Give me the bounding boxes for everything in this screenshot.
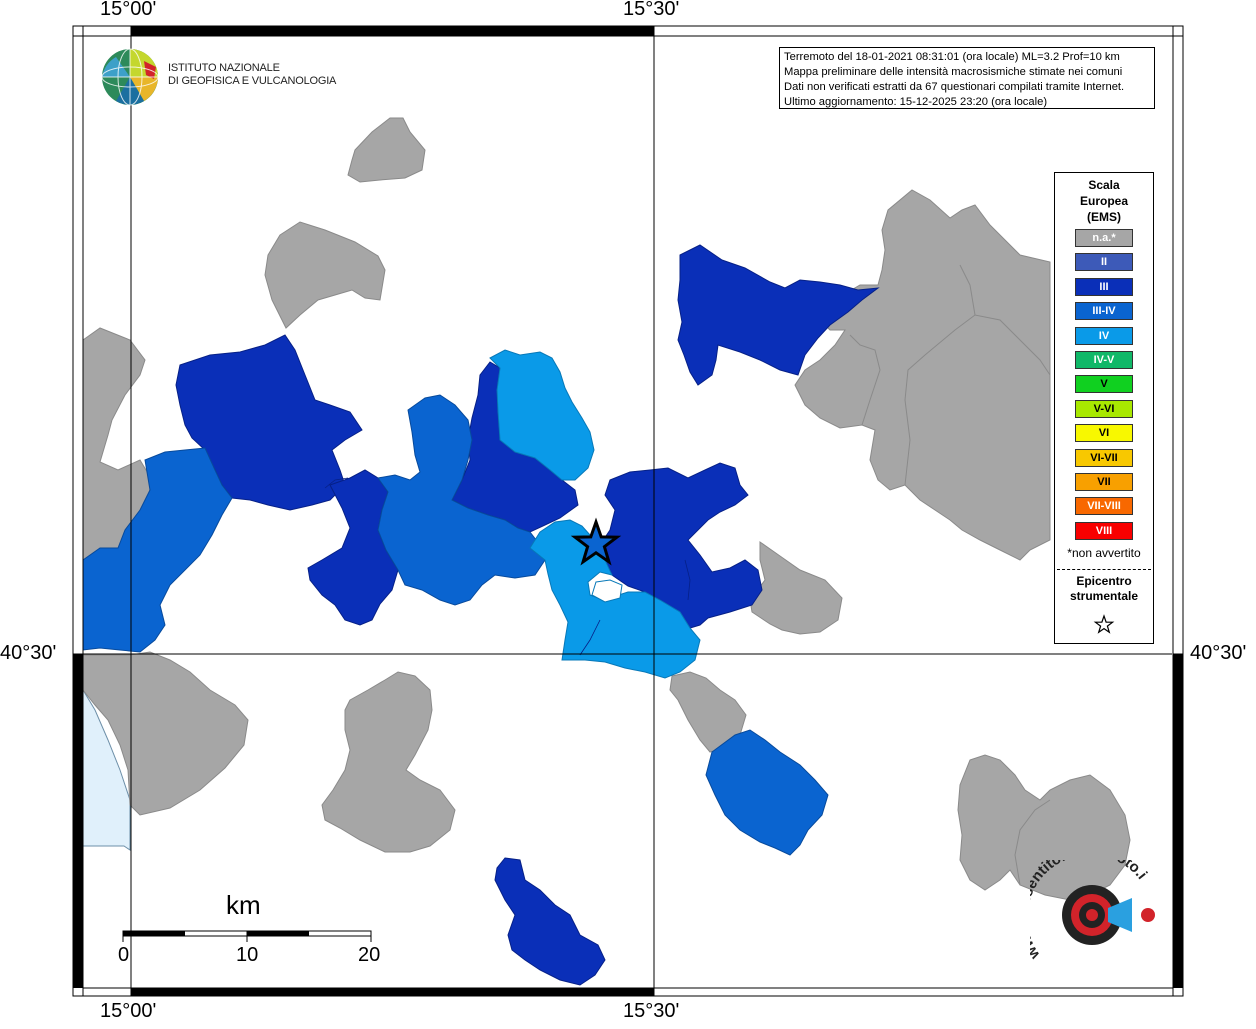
intensity-legend: Scala Europea (EMS) n.a.* II III III-IV IV IV… — [1054, 172, 1154, 644]
haisentito-logo: www.haisentitoilterremoto.it — [1014, 842, 1180, 980]
info-line-event: Terremoto del 18-01-2021 08:31:01 (ora l… — [784, 51, 1120, 63]
haisentito-logo-graphic: www.haisentitoilterremoto.it — [1014, 842, 1155, 963]
scale-label-10: 10 — [236, 944, 259, 966]
legend-epicenter-line2: strumentale — [1069, 589, 1139, 603]
info-line-map: Mappa preliminare delle intensità macros… — [784, 66, 1123, 78]
tick-right-40-30: 40°30' — [1190, 642, 1247, 664]
epicenter-star-icon — [570, 517, 622, 566]
scale-label-0: 0 — [118, 944, 130, 966]
legend-title-line1: Scala — [1088, 178, 1120, 192]
tick-top-15-00: 15°00' — [100, 0, 157, 20]
scale-bar-graphic — [122, 930, 372, 942]
legend-item: VII-VIII — [1075, 497, 1133, 516]
legend-item: II — [1075, 253, 1133, 272]
map-frame — [72, 25, 1184, 997]
ingv-logo-text: ISTITUTO NAZIONALE DI GEOFISICA E VULCAN… — [168, 62, 336, 88]
tick-left-40-30: 40°30' — [0, 642, 57, 664]
municipalities-iii — [175, 244, 880, 986]
legend-item: VIII — [1075, 521, 1133, 540]
scale-label-20: 20 — [358, 944, 381, 966]
institute-line2: DI GEOFISICA E VULCANOLOGIA — [168, 75, 337, 87]
legend-item: VI — [1075, 424, 1133, 443]
legend-item: III-IV — [1075, 302, 1133, 321]
event-info-box: Terremoto del 18-01-2021 08:31:01 (ora l… — [779, 47, 1155, 109]
ingv-globe-icon — [101, 48, 159, 106]
legend-note: *non avvertito — [1067, 546, 1141, 560]
legend-epicenter: Epicentro strumentale — [1055, 574, 1153, 604]
legend-title: Scala Europea (EMS) — [1055, 177, 1153, 225]
legend-item: n.a.* — [1075, 229, 1133, 247]
legend-item: VII — [1075, 473, 1133, 491]
graticule — [83, 36, 1172, 988]
scale-bar: km 0 10 20 — [118, 890, 388, 970]
legend-item: V-VI — [1075, 399, 1133, 418]
legend-star-icon — [1093, 614, 1115, 634]
legend-item: IV-V — [1075, 351, 1133, 369]
tick-top-15-30: 15°30' — [623, 0, 680, 20]
legend-item: V — [1075, 375, 1133, 394]
ingv-logo — [100, 47, 320, 111]
info-line-data: Dati non verificati estratti da 67 quest… — [784, 81, 1125, 93]
municipalities-na — [82, 117, 1131, 901]
scale-unit: km — [226, 890, 261, 920]
legend-title-line2: Europea — [1079, 194, 1128, 208]
legend-separator — [1057, 569, 1151, 570]
tick-bottom-15-00: 15°00' — [100, 1000, 157, 1022]
tick-bottom-15-30: 15°30' — [623, 1000, 680, 1022]
legend-epicenter-line1: Epicentro — [1076, 574, 1132, 588]
legend-item: VI-VII — [1075, 448, 1133, 467]
municipality-borders — [849, 264, 1051, 886]
info-line-update: Ultimo aggiornamento: 15-12-2025 23:20 (… — [784, 96, 1048, 108]
legend-item: III — [1075, 277, 1133, 296]
legend-item: IV — [1075, 326, 1133, 345]
legend-title-line3: (EMS) — [1087, 210, 1121, 224]
institute-line1: ISTITUTO NAZIONALE — [168, 62, 280, 74]
municipalities-iii-iv — [82, 394, 829, 856]
inner-borders — [324, 477, 691, 656]
